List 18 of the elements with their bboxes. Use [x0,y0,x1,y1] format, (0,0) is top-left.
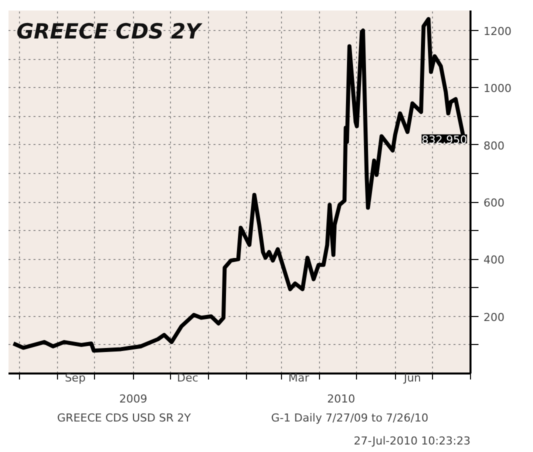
text: GREECE CDS 2Y [16,20,203,44]
text: 27-Jul-2010 10:23:23 [354,434,471,448]
text: GREECE CDS USD SR 2Y [57,412,192,424]
y-tick-label: 1000 [484,82,512,96]
text: 2010 [327,392,356,406]
text: G-1 Daily 7/27/09 to 7/26/10 [271,412,428,424]
y-tick-label: 400 [484,254,504,267]
y-tick-label: 200 [484,310,504,324]
y-tick-label: 1200 [484,25,512,38]
x-tick-label: Mar [288,372,310,384]
line-series [11,17,466,353]
x-tick-label: Sep [64,372,86,384]
y-tick-label: 600 [484,196,504,210]
x-tick-label: Dec [176,372,198,384]
y-tick-label: 800 [484,139,504,152]
text: 2009 [119,392,148,406]
x-tick-label: Jun [402,372,422,384]
annotation: 832.950 [422,133,468,146]
